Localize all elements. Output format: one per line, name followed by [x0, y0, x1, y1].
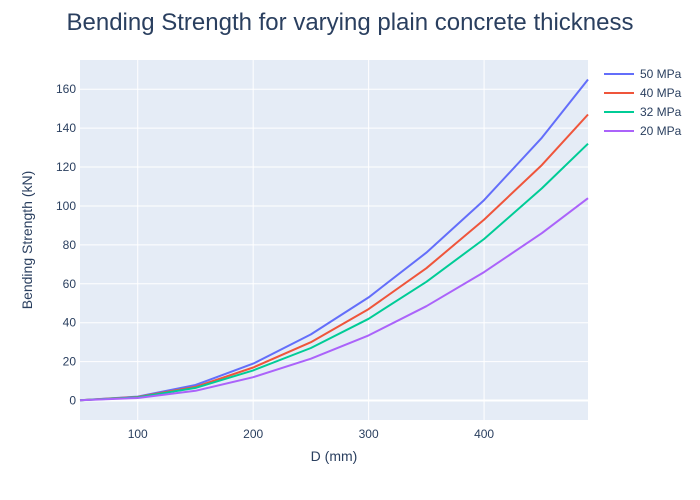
- series-line-0: [79, 78, 589, 402]
- legend[interactable]: 50 MPa 40 MPa 32 MPa 20 MPa: [604, 67, 682, 138]
- x-tick-label: 100: [128, 427, 148, 441]
- plot-area: [80, 60, 588, 420]
- legend-label[interactable]: 40 MPa: [640, 86, 682, 100]
- y-axis-title: Bending Strength (kN): [19, 171, 35, 310]
- y-tick-label: 100: [56, 199, 76, 213]
- series-lines: [79, 78, 589, 402]
- y-tick-label: 80: [63, 238, 77, 252]
- y-tick-label: 60: [63, 277, 77, 291]
- legend-label[interactable]: 20 MPa: [640, 124, 682, 138]
- x-axis-title: D (mm): [311, 448, 358, 464]
- x-tick-label: 400: [474, 427, 494, 441]
- y-tick-label: 140: [56, 121, 76, 135]
- chart-title: Bending Strength for varying plain concr…: [67, 9, 634, 36]
- x-tick-labels: 100 200 300 400: [128, 427, 495, 441]
- x-tick-label: 300: [359, 427, 379, 441]
- y-tick-labels: 0 20 40 60 80 100 120 140 160: [56, 82, 76, 407]
- y-tick-label: 120: [56, 160, 76, 174]
- y-tick-label: 20: [63, 355, 77, 369]
- x-tick-label: 200: [243, 427, 263, 441]
- series-line-2: [79, 142, 589, 402]
- legend-label[interactable]: 50 MPa: [640, 67, 682, 81]
- grid-lines: [80, 60, 588, 420]
- y-tick-label: 160: [56, 82, 76, 96]
- series-line-3: [79, 197, 589, 402]
- legend-label[interactable]: 32 MPa: [640, 105, 682, 119]
- y-tick-label: 0: [69, 394, 76, 408]
- y-tick-label: 40: [63, 316, 77, 330]
